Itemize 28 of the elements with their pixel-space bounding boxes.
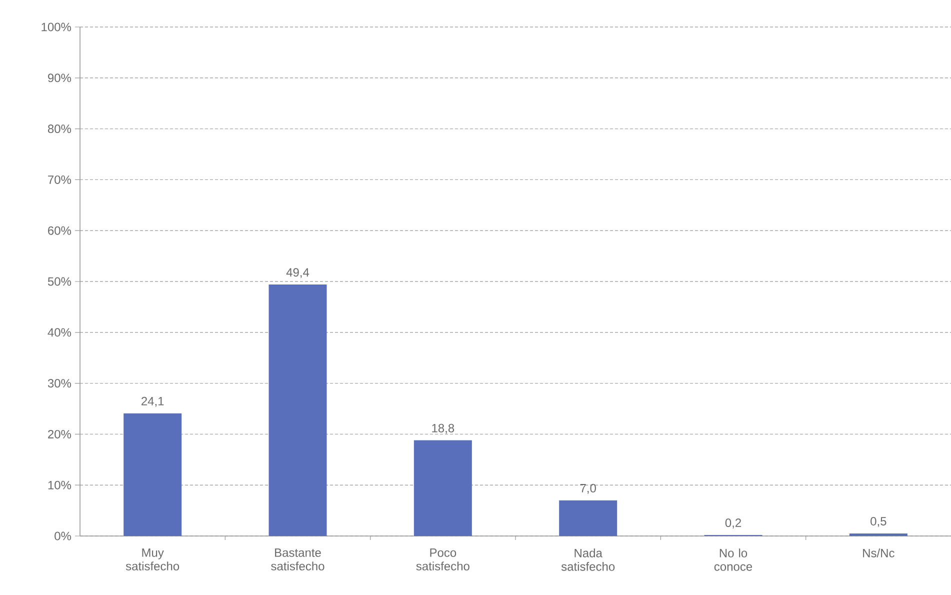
y-tick-label: 40% bbox=[48, 328, 72, 337]
data-label: 0,5 bbox=[870, 517, 886, 527]
data-label: 0,2 bbox=[725, 518, 741, 528]
bar bbox=[414, 440, 472, 536]
y-tick-label: 100% bbox=[42, 22, 72, 32]
y-tick-label: 70% bbox=[48, 175, 72, 184]
x-tick-label: No lo conoce bbox=[714, 548, 752, 571]
y-tick-label: 90% bbox=[48, 74, 72, 82]
y-tick-label: 10% bbox=[48, 480, 72, 490]
data-label: 18,8 bbox=[432, 424, 454, 434]
y-tick-label: 30% bbox=[48, 379, 72, 388]
x-tick-label: Poco satisfecho bbox=[416, 548, 470, 570]
y-tick-label: 50% bbox=[48, 277, 72, 286]
data-label: 24,1 bbox=[142, 396, 164, 407]
y-tick-label: 60% bbox=[48, 226, 72, 235]
x-tick-label: Nada satisfecho bbox=[561, 548, 615, 571]
data-label: 7,0 bbox=[580, 484, 596, 494]
y-tick-label: 20% bbox=[48, 430, 72, 438]
data-label: 49,4 bbox=[286, 268, 310, 278]
x-tick-label: Ns/Nc bbox=[863, 548, 894, 558]
bar bbox=[849, 533, 908, 536]
bar bbox=[268, 284, 327, 536]
bar bbox=[124, 413, 182, 536]
x-tick-label: Bastante satisfecho bbox=[271, 548, 324, 570]
y-tick-label: 0% bbox=[54, 532, 72, 540]
bar bbox=[559, 500, 618, 536]
x-tick-label: Muy satisfecho bbox=[126, 548, 180, 570]
y-tick-label: 80% bbox=[48, 124, 72, 134]
